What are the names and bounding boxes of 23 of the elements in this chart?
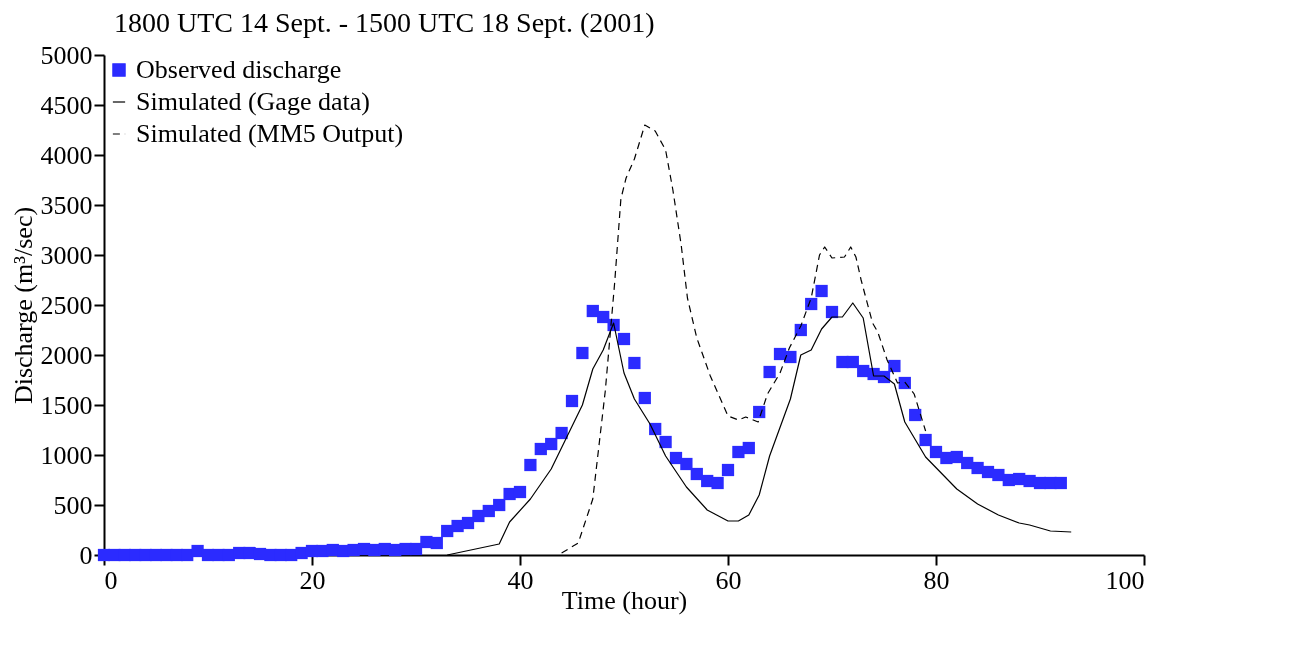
y-tick-label: 3000: [40, 240, 93, 270]
y-tick-label: 2000: [40, 340, 93, 370]
x-tick-label: 40: [507, 565, 534, 595]
y-tick-label: 4000: [40, 140, 93, 170]
y-tick-label: 1500: [40, 390, 93, 420]
y-tick-label: 0: [79, 540, 93, 570]
y-tick-label: 2500: [40, 290, 93, 320]
y-tick-label: 500: [53, 490, 93, 520]
y-tick-label: 1000: [40, 440, 93, 470]
y-tick-label: 3500: [40, 190, 93, 220]
x-tick-label: 100: [1105, 565, 1145, 595]
x-tick-label: 20: [299, 565, 326, 595]
x-tick-label: 0: [104, 565, 118, 595]
y-axis-title: Discharge (m³/sec): [8, 206, 38, 405]
x-tick-label: 60: [715, 565, 742, 595]
y-tick-label: 4500: [40, 90, 93, 120]
x-axis-title: Time (hour): [561, 585, 688, 615]
x-tick-label: 80: [923, 565, 950, 595]
y-tick-label: 5000: [40, 40, 93, 70]
legend-label: Simulated (Gage data): [136, 87, 370, 116]
chart-title: 1800 UTC 14 Sept. - 1500 UTC 18 Sept. (2001): [114, 7, 655, 38]
legend-label: Simulated (MM5 Output): [136, 119, 404, 148]
legend-label: Observed discharge: [136, 55, 342, 84]
